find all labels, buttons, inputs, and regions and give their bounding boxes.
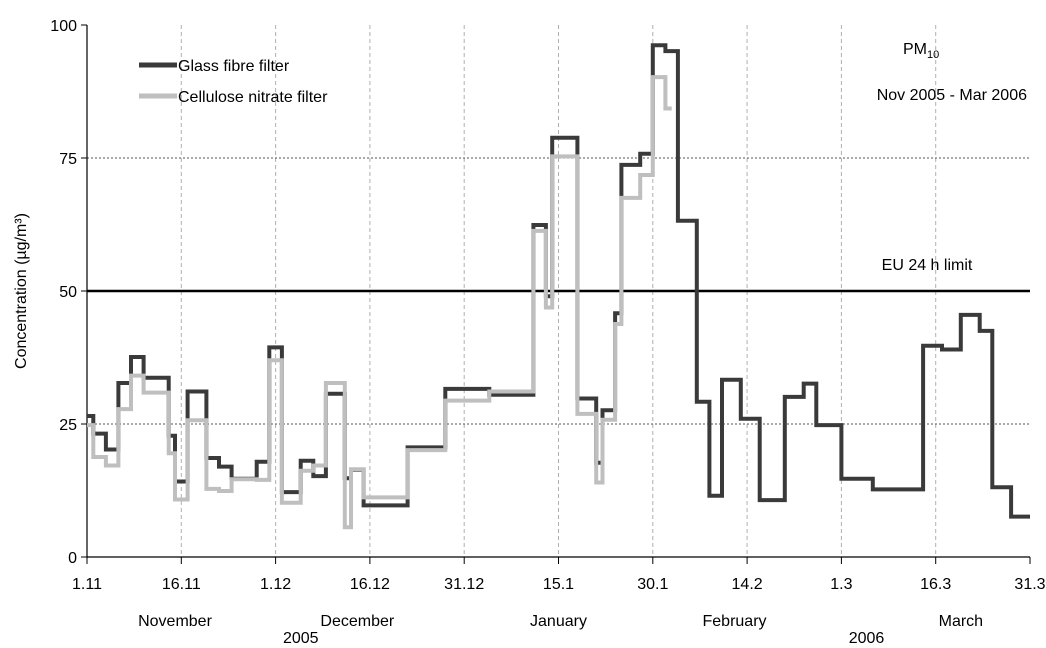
x-tick-label: 31.12 (444, 576, 484, 593)
x-tick-label: 16.12 (350, 576, 390, 593)
y-axis-label: Concentration (µg/m³) (13, 213, 30, 369)
y-tick-label: 50 (59, 284, 77, 301)
x-tick-label: 1.3 (830, 576, 852, 593)
x-tick-label: 16.11 (162, 576, 201, 593)
x-tick-label: 30.1 (637, 576, 668, 593)
month-label: February (703, 613, 767, 630)
x-ticks: 1.11 16.11 1.12 16.12 31.12 15.1 30.1 14.2 1.3 16… (72, 557, 1046, 593)
month-label: November (138, 613, 212, 630)
x-tick-label: 16.3 (920, 576, 951, 593)
legend: Glass fibre filter Cellulose nitrate fil… (139, 58, 328, 106)
month-label: December (320, 613, 394, 630)
chart-title-main: PM (903, 41, 927, 58)
month-label: January (530, 613, 587, 630)
y-ticks: 0 25 50 75 100 (50, 18, 87, 567)
period-labels: November December January February March 2005… (138, 613, 983, 647)
chart-subtitle: Nov 2005 - Mar 2006 (877, 87, 1027, 104)
y-tick-label: 75 (59, 151, 77, 168)
year-label: 2005 (283, 630, 319, 647)
x-tick-label: 1.11 (72, 576, 102, 593)
x-tick-label: 15.1 (543, 576, 574, 593)
y-tick-label: 25 (59, 417, 77, 434)
year-label: 2006 (849, 630, 885, 647)
y-tick-label: 100 (50, 18, 77, 35)
x-tick-label: 31.3 (1014, 576, 1045, 593)
chart-title-subscript: 10 (927, 49, 939, 61)
legend-label-glass: Glass fibre filter (178, 58, 290, 75)
y-tick-label: 0 (68, 550, 77, 567)
month-label: March (939, 613, 983, 630)
series (87, 43, 1030, 530)
series-line-cellulose-nitrate (87, 75, 672, 530)
chart-title: PM10 (903, 41, 939, 61)
x-tick-label: 14.2 (732, 576, 763, 593)
x-tick-label: 1.12 (260, 576, 291, 593)
eu-limit-label: EU 24 h limit (882, 257, 973, 274)
legend-label-cellulose: Cellulose nitrate filter (178, 89, 328, 106)
